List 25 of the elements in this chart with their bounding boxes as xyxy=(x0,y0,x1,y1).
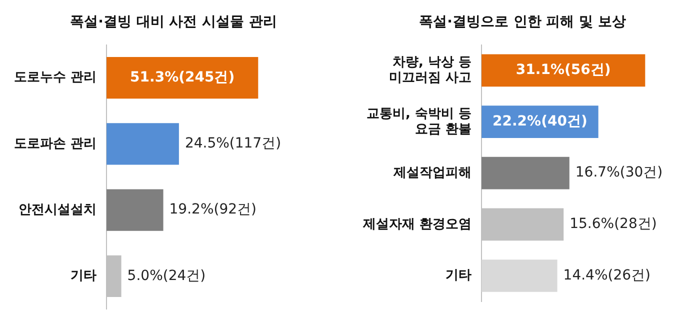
bar xyxy=(106,189,164,231)
data-label: 19.2%(92건) xyxy=(169,202,256,218)
y-tick-label: 차량, 낙상 등 미끄러짐 사고 xyxy=(388,55,472,86)
chart-title: 폭설·결빙으로 인한 피해 및 보상 xyxy=(419,14,626,30)
y-tick-label: 교통비, 숙박비 등 요금 환불 xyxy=(366,106,472,137)
bar xyxy=(106,123,179,165)
y-tick-label: 기타 xyxy=(70,268,97,284)
data-label: 22.2%(40건) xyxy=(492,113,588,130)
data-label: 16.7%(30건) xyxy=(575,164,663,181)
chart-title: 폭설·결빙 대비 사전 시설물 관리 xyxy=(70,14,277,30)
y-tick-label: 도로파손 관리 xyxy=(14,136,97,152)
bar xyxy=(482,156,570,190)
y-tick-label: 제설자재 환경오염 xyxy=(362,216,472,232)
y-tick-label: 안전시설설치 xyxy=(18,202,97,218)
data-label: 31.1%(56건) xyxy=(516,62,611,78)
bar xyxy=(482,260,558,292)
data-label: 24.5%(117건) xyxy=(184,136,282,152)
data-label: 51.3%(245건) xyxy=(130,69,235,86)
y-tick-label: 도로누수 관리 xyxy=(14,70,97,86)
bar xyxy=(106,57,258,99)
y-tick-label: 제설작업피해 xyxy=(392,165,472,180)
data-label: 15.6%(28건) xyxy=(570,216,657,232)
y-tick-label: 기타 xyxy=(446,268,472,284)
data-label: 5.0%(24건) xyxy=(127,268,206,284)
data-label: 14.4%(26건) xyxy=(563,267,651,284)
